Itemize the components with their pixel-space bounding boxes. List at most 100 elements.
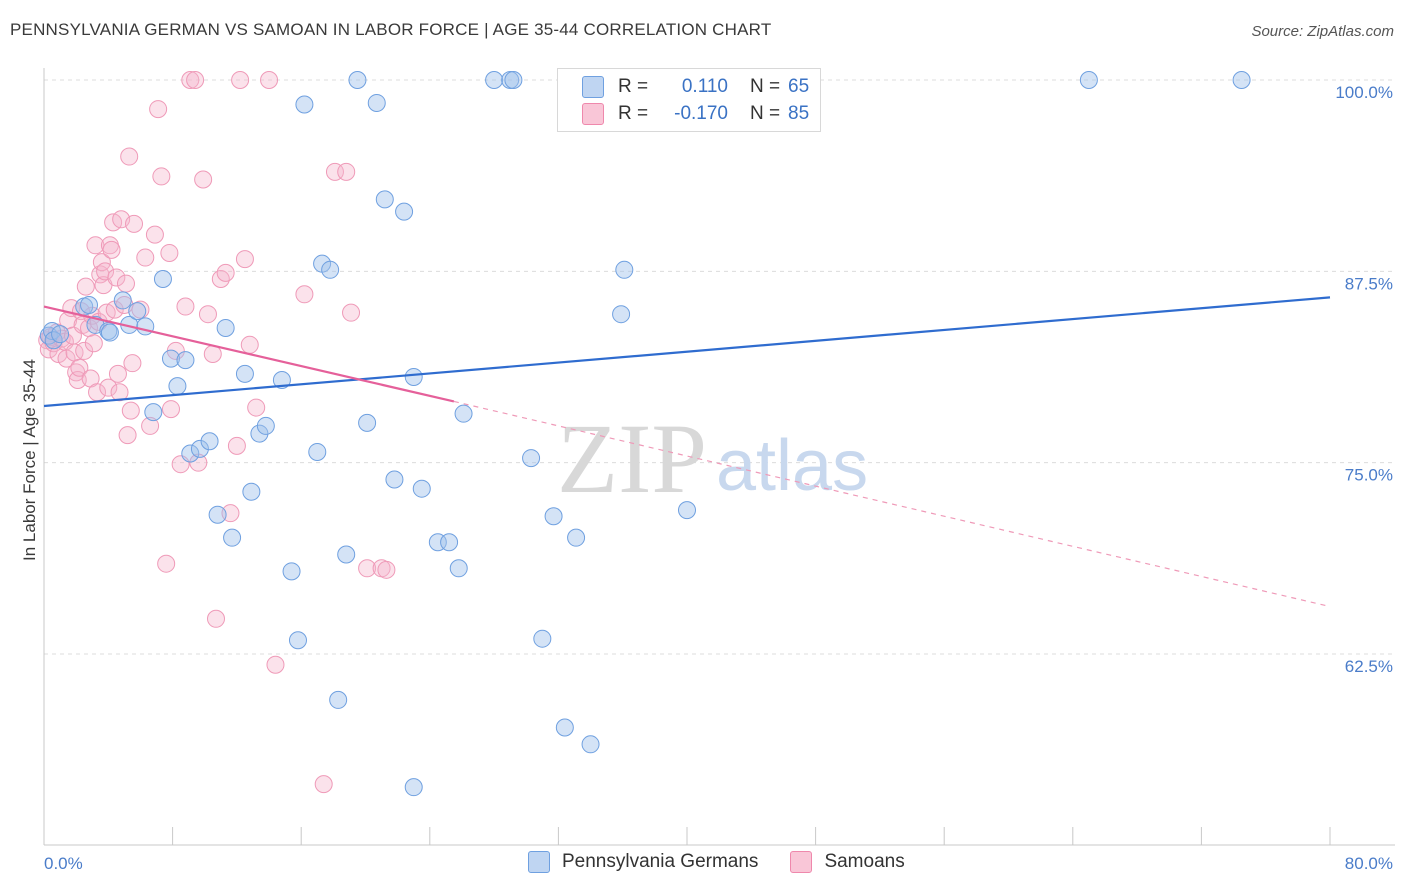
legend-row-pennsylvania: R = 0.110 N = 65 (582, 74, 809, 100)
point-pennsylvania-german (256, 416, 275, 435)
point-pennsylvania-german (153, 269, 172, 288)
point-pennsylvania-german (329, 690, 348, 709)
point-pennsylvania-german (404, 367, 423, 386)
point-samoan (108, 364, 127, 383)
point-samoan (84, 334, 103, 353)
point-samoan (358, 559, 377, 578)
watermark: ZIP atlas (557, 403, 868, 514)
point-samoan (125, 214, 144, 233)
point-samoan (211, 269, 230, 288)
legend-n-label: N = (750, 103, 781, 124)
point-samoan (176, 297, 195, 316)
point-pennsylvania-german (250, 424, 269, 443)
point-samoan (231, 71, 250, 89)
point-samoan (221, 504, 240, 523)
point-pennsylvania-german (485, 71, 504, 89)
point-pennsylvania-german (235, 364, 254, 383)
bottom-legend-label: Samoans (824, 851, 905, 872)
point-samoan (266, 655, 285, 674)
legend-n-value: 85 (788, 103, 810, 124)
tick-labels: 62.5% 75.0% 87.5% 100.0% 0.0% 80.0% (44, 83, 1393, 873)
trend-lines (43, 296, 1331, 608)
chart-source: Source: ZipAtlas.com (1251, 23, 1394, 40)
point-samoan (75, 341, 94, 360)
point-samoan (145, 225, 164, 244)
point-samoan (96, 262, 115, 281)
point-pennsylvania-german (367, 93, 386, 112)
point-pennsylvania-german (181, 444, 200, 463)
point-pennsylvania-german (449, 559, 468, 578)
point-samoan (247, 398, 266, 417)
x-tick-label: 0.0% (44, 854, 83, 873)
watermark-atlas: atlas (716, 426, 868, 506)
point-samoan (110, 383, 129, 402)
point-samoan (377, 560, 396, 579)
point-pennsylvania-german (200, 432, 219, 451)
point-pennsylvania-german (615, 260, 634, 279)
point-pennsylvania-german (51, 325, 70, 344)
legend-n-value: 65 (788, 76, 810, 97)
point-pennsylvania-german (272, 371, 291, 390)
point-samoan (70, 358, 89, 377)
point-pennsylvania-german (282, 562, 301, 581)
point-pennsylvania-german (358, 413, 377, 432)
point-samoan (136, 248, 155, 267)
point-pennsylvania-german (385, 470, 404, 489)
point-pennsylvania-german (678, 501, 696, 520)
legend-r-value: -0.170 (674, 103, 728, 124)
point-pennsylvania-german (295, 95, 314, 114)
legend-r-label: R = (618, 103, 649, 124)
point-pennsylvania-german (321, 260, 340, 279)
bottom-legend-item-samoan: Samoans (790, 851, 905, 873)
bottom-legend-swatch-blue (528, 851, 550, 873)
point-samoan (123, 354, 142, 373)
watermark-zip: ZIP (557, 403, 707, 514)
point-samoan (186, 71, 205, 89)
point-samoan (216, 263, 235, 282)
point-samoan (194, 170, 213, 189)
point-pennsylvania-german (208, 505, 227, 524)
point-samoan (76, 277, 95, 296)
legend-swatch-pink (582, 103, 604, 125)
point-samoan (337, 162, 356, 181)
point-pennsylvania-german (144, 403, 163, 422)
x-tick-label: 80.0% (1345, 854, 1393, 873)
chart-title: PENNSYLVANIA GERMAN VS SAMOAN IN LABOR F… (10, 20, 772, 39)
point-pennsylvania-german (242, 482, 261, 501)
point-pennsylvania-german (1079, 71, 1098, 89)
point-pennsylvania-german (454, 404, 473, 423)
point-samoan (295, 285, 314, 304)
point-samoan (141, 416, 160, 435)
point-pennsylvania-german (412, 479, 431, 498)
point-samoan (240, 335, 259, 354)
point-pennsylvania-german (440, 533, 459, 552)
point-pennsylvania-german (567, 528, 586, 547)
bottom-legend-swatch-pink (790, 851, 813, 873)
point-samoan (198, 305, 217, 324)
legend-r-label: R = (618, 76, 649, 97)
point-pennsylvania-german (395, 202, 414, 221)
point-pennsylvania-german (80, 296, 99, 315)
point-pennsylvania-german (581, 735, 600, 754)
point-pennsylvania-german (190, 439, 209, 458)
point-samoan (116, 274, 135, 293)
point-pennsylvania-german (216, 318, 235, 337)
point-pennsylvania-german (533, 629, 552, 648)
trend-line-pennsylvania (43, 296, 1331, 408)
point-samoan (342, 303, 361, 322)
trend-line-samoan-solid (43, 305, 455, 403)
y-axis-label: In Labor Force | Age 35-44 (20, 359, 39, 561)
point-pennsylvania-german (308, 442, 327, 461)
y-tick-label: 87.5% (1345, 274, 1393, 293)
point-pennsylvania-german (161, 349, 180, 368)
point-pennsylvania-german (522, 449, 541, 468)
point-samoan (120, 147, 139, 166)
point-samoan (131, 300, 150, 319)
point-samoan (157, 554, 176, 573)
y-tick-label: 62.5% (1345, 657, 1393, 676)
point-pennsylvania-german (100, 323, 119, 342)
axes (43, 68, 1395, 846)
point-pennsylvania-german (223, 528, 242, 547)
legend: R = 0.110 N = 65 R = -0.170 N = 85 (557, 68, 821, 132)
